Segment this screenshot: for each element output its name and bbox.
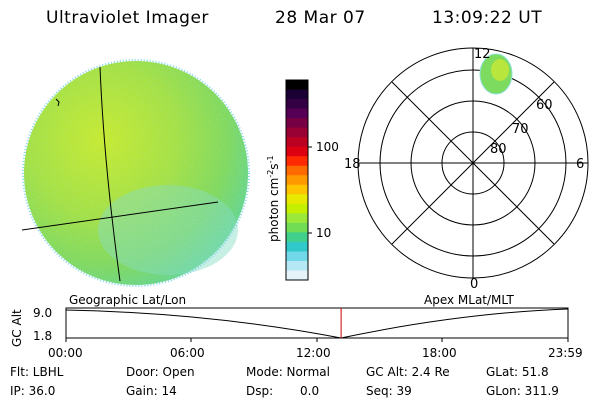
colorbar-segment <box>286 80 308 91</box>
colorbar-segment <box>286 146 308 157</box>
glon-info: GLon: 311.9 <box>486 384 559 398</box>
coastline-fragment <box>55 98 60 107</box>
timeline-ymin: 1.8 <box>33 329 53 343</box>
polar-image-patch-edge <box>479 53 513 95</box>
latitude-line <box>21 201 219 231</box>
timeline-ymax: 9.0 <box>33 306 53 320</box>
timeline-xtick-1: 06:00 <box>170 346 205 360</box>
timeline-ylabel: GC Alt <box>10 309 24 347</box>
colorbar-segment <box>286 108 308 119</box>
door-info: Door: Open <box>126 365 195 379</box>
filter-info: Flt: LBHL <box>10 365 64 379</box>
mode-info: Mode: Normal <box>246 365 330 379</box>
glat-info: GLat: 51.8 <box>486 365 549 379</box>
colorbar <box>285 79 312 281</box>
colorbar-segment <box>286 270 308 281</box>
timeline-left-title: Geographic Lat/Lon <box>69 293 187 307</box>
observation-time: 13:09:22 UT <box>432 8 543 28</box>
polar-ring-label-80: 80 <box>490 142 507 157</box>
colorbar-frame <box>285 79 309 281</box>
colorbar-segment <box>286 241 308 252</box>
colorbar-segment <box>286 127 308 138</box>
timeline-xtick-4: 23:59 <box>548 346 583 360</box>
timeline-xtick-2: 12:00 <box>296 346 331 360</box>
polar-ring-label-60: 60 <box>536 98 553 113</box>
colorbar-segment <box>286 165 308 176</box>
polar-ring-label-70: 70 <box>512 122 529 137</box>
observation-date: 28 Mar 07 <box>275 8 366 28</box>
gc-alt-info: GC Alt: 2.4 Re <box>366 365 450 379</box>
polar-label-top: 12 <box>474 47 491 62</box>
polar-axis-diagonal-2 <box>391 81 555 245</box>
colorbar-segment <box>286 203 308 214</box>
timeline-xtick-3: 18:00 <box>422 346 457 360</box>
colorbar-segment <box>286 175 308 186</box>
colorbar-tick-label-10: 10 <box>316 226 332 240</box>
timeline-right-title: Apex MLat/MLT <box>424 293 514 307</box>
colorbar-segment <box>286 137 308 148</box>
colorbar-tick-label-100: 100 <box>316 140 339 154</box>
colorbar-segment <box>286 89 308 100</box>
dsp-info: Dsp: <box>246 384 274 398</box>
colorbar-segment <box>286 118 308 129</box>
colorbar-segment <box>286 194 308 205</box>
colorbar-segment <box>286 251 308 262</box>
colorbar-segment <box>286 213 308 224</box>
meridian-line <box>99 66 121 282</box>
instrument-title: Ultraviolet Imager <box>46 8 209 28</box>
polar-grid <box>357 47 589 279</box>
disk-speckle <box>24 61 248 285</box>
polar-image-patch-bright <box>491 59 509 81</box>
altitude-curve <box>65 308 569 339</box>
dsp-value: 0.0 <box>300 384 320 398</box>
colorbar-segment <box>286 232 308 243</box>
polar-label-bottom: 0 <box>470 277 478 292</box>
colorbar-scale <box>286 80 308 281</box>
polar-plot: 12 0 18 6 60 70 80 <box>344 47 589 292</box>
colorbar-segment <box>286 184 308 195</box>
uv-disk-image <box>21 59 250 287</box>
colorbar-segment <box>286 99 308 110</box>
timeline-plot <box>65 307 569 342</box>
colorbar-unit-label: photon cm-2s-1 <box>266 155 281 242</box>
polar-label-right: 6 <box>576 157 584 172</box>
colorbar-segment <box>286 156 308 167</box>
polar-label-left: 18 <box>344 157 361 172</box>
gain-info: Gain: 14 <box>126 384 177 398</box>
colorbar-segment <box>286 260 308 271</box>
ip-info: IP: 36.0 <box>10 384 56 398</box>
timeline-xtick-0: 00:00 <box>48 346 83 360</box>
seq-info: Seq: 39 <box>366 384 412 398</box>
colorbar-segment <box>286 222 308 233</box>
disk-limb <box>22 59 250 287</box>
